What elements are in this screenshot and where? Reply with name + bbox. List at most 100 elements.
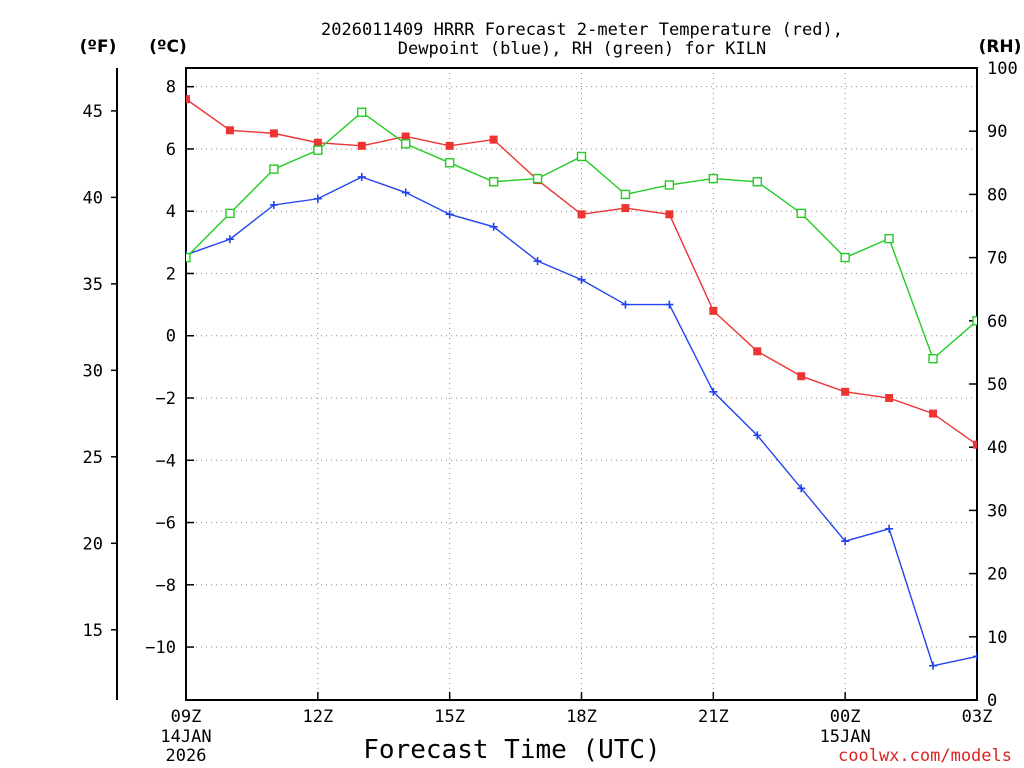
rh-tick-label: 10 [987,628,1007,648]
celsius-tick-label: 6 [166,140,176,160]
dewpoint-point [841,537,850,546]
temperature-point [841,387,850,396]
rh-tick-label: 60 [987,312,1007,332]
temperature-point [885,394,894,403]
rh-point [313,145,323,155]
rh-tick-label: 90 [987,122,1007,142]
rh-tick-label: 50 [987,375,1007,395]
temperature-point [973,440,977,449]
dewpoint-point [313,194,322,203]
rh-point [186,252,191,263]
fahrenheit-tick-label: 25 [83,448,103,468]
celsius-unit-label: (ºC) [149,37,187,57]
axes-layer [111,67,978,701]
rh-point [269,164,279,174]
temperature-point [929,409,938,418]
dewpoint-point [709,387,718,396]
temperature-point [186,95,190,104]
rh-point [752,177,762,187]
celsius-tick-label: −8 [156,576,176,596]
temperature-point [489,135,498,144]
x-tick-label: 18Z [566,707,597,727]
fahrenheit-tick-label: 45 [83,102,103,122]
dewpoint-point [621,300,630,309]
dewpoint-point [489,222,498,231]
dewpoint-point [225,235,234,244]
dewpoint-point [665,300,674,309]
temperature-point [797,372,806,381]
temperature-point [225,126,234,135]
celsius-tick-label: 0 [166,327,176,347]
x-tick-label: 03Z [962,707,993,727]
fahrenheit-tick-label: 40 [83,188,103,208]
celsius-tick-label: 4 [166,202,176,222]
rh-point [532,173,543,184]
temperature-point [401,132,410,141]
grid-layer [186,68,977,700]
rh-point [444,158,455,168]
x-tick-label: 15Z [434,707,465,727]
temperature-point [753,347,762,356]
x-tick-date-label: 14JAN [160,727,211,747]
chart-title-line-1: 2026011409 HRRR Forecast 2-meter Tempera… [321,20,843,40]
celsius-tick-label: −4 [156,451,176,471]
celsius-tick-label: −10 [145,638,176,658]
rh-tick-label: 80 [987,185,1007,205]
rh-point [796,208,806,219]
rh-point [884,233,894,244]
rh-tick-label: 30 [987,501,1007,521]
x-tick-label: 12Z [302,707,333,727]
temperature-point [269,129,278,138]
fahrenheit-tick-label: 35 [83,275,103,295]
x-tick-date-label: 15JAN [820,727,871,747]
fahrenheit-tick-label: 15 [83,621,103,641]
rh-point [928,354,938,364]
dewpoint-point [885,524,894,533]
celsius-tick-label: 2 [166,264,176,284]
series-temperature [186,95,977,449]
temperature-point [445,141,454,150]
dewpoint-point [533,257,542,266]
rh-tick-label: 20 [987,565,1007,585]
dewpoint-point [753,431,762,440]
temperature-point [665,210,674,219]
dewpoint-point [269,200,278,209]
fahrenheit-unit-label: (ºF) [80,37,117,57]
dewpoint-point [973,652,977,661]
rh-point [708,173,719,184]
tick-labels-layer: 86420−2−4−6−8−10454035302520151009080706… [83,59,1018,766]
rh-point [488,177,499,187]
dewpoint-point [357,172,366,181]
rh-tick-label: 100 [987,59,1018,79]
rh-point [840,252,850,263]
fahrenheit-tick-label: 30 [83,361,103,381]
rh-point [972,316,977,326]
dewpoint-point [401,188,410,197]
x-tick-label: 00Z [830,707,861,727]
rh-point [401,139,411,149]
x-tick-label: 21Z [698,707,729,727]
x-tick-label: 09Z [171,707,202,727]
dewpoint-point [797,484,806,493]
series-rh [186,107,977,364]
temperature-point [313,138,322,147]
dewpoint-point [929,661,938,670]
fahrenheit-tick-label: 20 [83,534,103,554]
dewpoint-point [445,210,454,219]
x-tick-date-label: 2026 [166,746,207,766]
celsius-tick-label: −2 [156,389,176,409]
temperature-point [709,306,718,315]
rh-point [225,208,235,219]
rh-point [620,189,631,200]
rh-tick-label: 0 [987,691,997,711]
series-dewpoint [186,172,977,670]
rh-point [576,151,587,162]
watermark: coolwx.com/models [838,746,1012,766]
rh-tick-label: 70 [987,249,1007,269]
temperature-point [577,210,586,219]
rh-point [357,107,367,117]
rh-unit-label: (RH) [979,37,1022,57]
chart-title-line-2: Dewpoint (blue), RH (green) for KILN [398,39,766,59]
temperature-point [357,141,366,150]
